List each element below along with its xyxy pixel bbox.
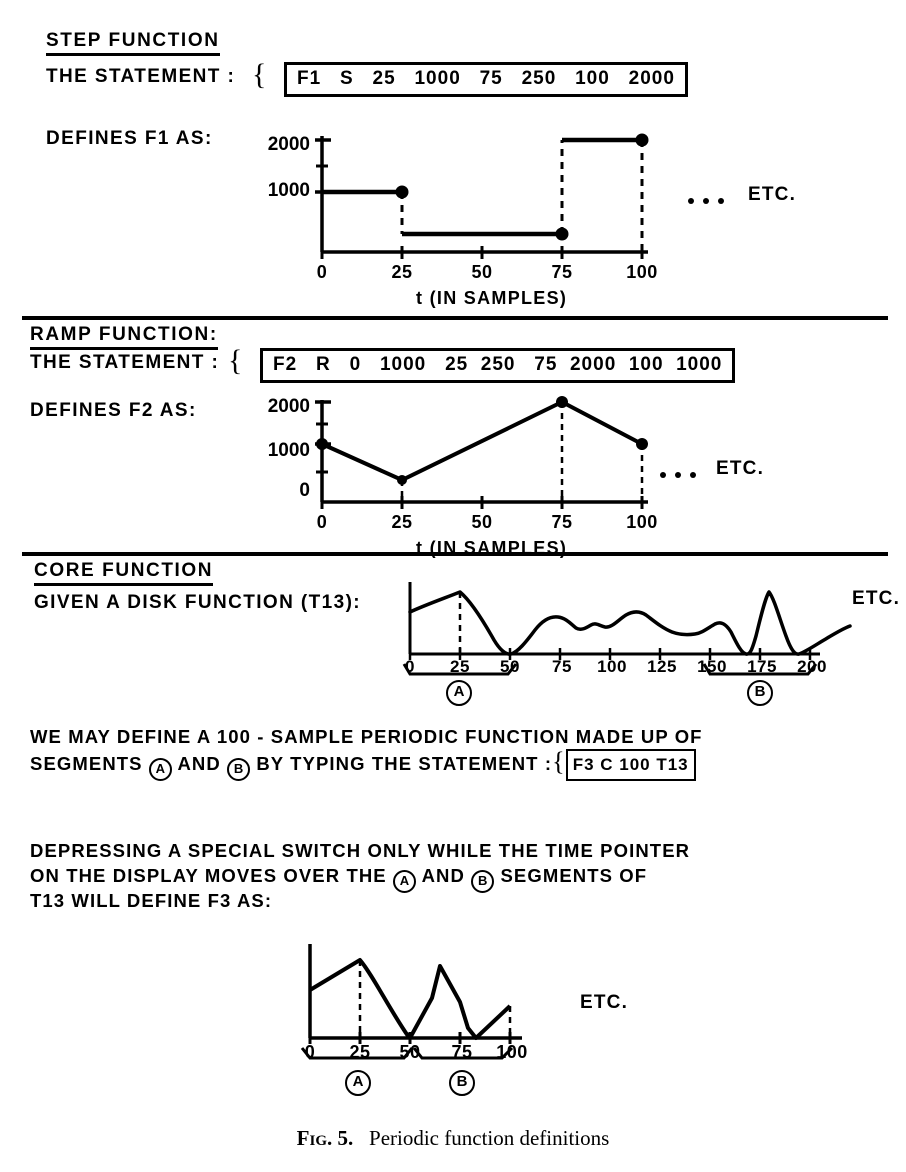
- ramp-function-title: RAMP FUNCTION:: [30, 324, 218, 350]
- step-xtick-25: 25: [391, 262, 413, 282]
- segment-a-badge-inline-1: A: [148, 758, 172, 781]
- figure-caption: Fig. 5. Periodic function definitions: [0, 1126, 906, 1151]
- step-xtick-100: 100: [626, 262, 658, 282]
- disk-function-chart: 0 25 50 75 100 125 150 175 200 A B ETC.: [390, 572, 901, 706]
- core-statement-box[interactable]: F3 C 100 T13: [565, 749, 696, 781]
- step-statement-box[interactable]: F1 S 25 1000 75 250 100 2000: [284, 62, 688, 97]
- ramp-etc-dots: [660, 466, 705, 484]
- ramp-ytick-2000: 2000: [267, 396, 310, 417]
- figure-caption-text: Periodic function definitions: [369, 1126, 610, 1150]
- core-statement-brace: {: [552, 747, 566, 776]
- figure-caption-label: Fig. 5.: [296, 1126, 354, 1150]
- paragraph-2-text-b: AND: [421, 865, 465, 886]
- step-statement-brace: {: [252, 58, 267, 91]
- segment-a-badge-inline-2: A: [393, 870, 416, 893]
- segment-b-badge-inline-2: B: [471, 870, 495, 893]
- ramp-xtick-50: 50: [471, 512, 493, 532]
- step-xaxis-label: t (IN SAMPLES): [416, 288, 568, 308]
- periodic-function-plot: [300, 944, 522, 1060]
- paragraph-2-text-c: SEGMENTS OF: [500, 865, 648, 886]
- core-paragraph-2-line-3: T13 WILL DEFINE F3 AS:: [30, 890, 273, 911]
- disk-etc-label: ETC.: [852, 588, 901, 609]
- ramp-etc-label: ETC.: [716, 458, 765, 479]
- core-paragraph-1-line-1: WE MAY DEFINE A 100 - SAMPLE PERIODIC FU…: [30, 726, 703, 747]
- step-xtick-50: 50: [471, 262, 493, 282]
- disk-xtick-25: 25: [450, 657, 470, 676]
- step-xtick-75: 75: [551, 262, 573, 282]
- paragraph-1-text-c: BY TYPING THE STATEMENT :: [256, 753, 553, 774]
- disk-segment-b-badge: B: [747, 680, 773, 706]
- core-paragraph-1-line-2: SEGMENTS A AND B BY TYPING THE STATEMENT…: [30, 749, 696, 781]
- ramp-statement-box[interactable]: F2 R 0 1000 25 250 75 2000 100 1000: [260, 348, 736, 383]
- step-function-title: STEP FUNCTION: [46, 30, 220, 56]
- ramp-xtick-25: 25: [391, 512, 413, 532]
- ramp-xtick-100: 100: [626, 512, 658, 532]
- disk-xtick-200: 200: [797, 657, 827, 676]
- step-ytick-1000: 1000: [267, 180, 310, 201]
- ramp-ytick-1000: 1000: [267, 440, 310, 461]
- f3-xtick-0: 0: [304, 1042, 316, 1062]
- step-xtick-0: 0: [316, 262, 328, 282]
- paragraph-1-text-b: AND: [177, 753, 221, 774]
- step-etc-label: ETC.: [748, 184, 797, 205]
- step-ytick-2000: 2000: [267, 134, 310, 155]
- step-statement-label: THE STATEMENT :: [46, 66, 236, 87]
- ramp-defines-label: DEFINES F2 AS:: [30, 400, 197, 421]
- segment-b-badge-inline-1: B: [227, 758, 251, 781]
- core-given-label: GIVEN A DISK FUNCTION (T13):: [34, 592, 362, 613]
- step-etc-dots: [688, 192, 733, 210]
- f3-xtick-25: 25: [349, 1042, 371, 1062]
- ramp-ytick-0: 0: [299, 480, 310, 501]
- periodic-function-chart: 0 25 50 75 100 A B ETC.: [290, 930, 750, 1110]
- ramp-statement-label: THE STATEMENT :: [30, 352, 220, 373]
- disk-xtick-175: 175: [747, 657, 777, 676]
- disk-xtick-75: 75: [552, 657, 572, 676]
- divider-1: [22, 316, 888, 320]
- disk-xtick-50: 50: [500, 657, 520, 676]
- disk-xtick-100: 100: [597, 657, 627, 676]
- f3-segment-a-badge: A: [345, 1070, 371, 1096]
- f3-xtick-50: 50: [399, 1042, 421, 1062]
- step-function-plot: [315, 133, 649, 259]
- paragraph-2-text-a: ON THE DISPLAY MOVES OVER THE: [30, 865, 387, 886]
- f3-xtick-100: 100: [496, 1042, 528, 1062]
- step-function-chart: 2000 1000 0 25 50 75 100 t (IN SAMPLES) …: [236, 122, 856, 308]
- disk-function-plot: [402, 582, 852, 676]
- core-function-title: CORE FUNCTION: [34, 560, 214, 586]
- ramp-xtick-0: 0: [316, 512, 328, 532]
- ramp-function-plot: [315, 396, 648, 509]
- divider-2: [22, 552, 888, 556]
- core-paragraph-2-line-1: DEPRESSING A SPECIAL SWITCH ONLY WHILE T…: [30, 840, 691, 861]
- disk-xtick-0: 0: [405, 657, 415, 676]
- ramp-statement-brace: {: [228, 344, 243, 377]
- step-defines-label: DEFINES F1 AS:: [46, 128, 213, 149]
- f3-segment-b-badge: B: [449, 1070, 475, 1096]
- ramp-xtick-75: 75: [551, 512, 573, 532]
- paragraph-1-text-a: SEGMENTS: [30, 753, 143, 774]
- f3-etc-label: ETC.: [580, 992, 629, 1013]
- core-paragraph-2-line-2: ON THE DISPLAY MOVES OVER THE A AND B SE…: [30, 863, 647, 893]
- disk-xtick-125: 125: [647, 657, 677, 676]
- disk-segment-a-badge: A: [446, 680, 472, 706]
- disk-xtick-150: 150: [697, 657, 727, 676]
- f3-xtick-75: 75: [451, 1042, 473, 1062]
- ramp-function-chart: 2000 1000 0 0 25 50 75 100 t (IN SAMPLES…: [236, 392, 856, 558]
